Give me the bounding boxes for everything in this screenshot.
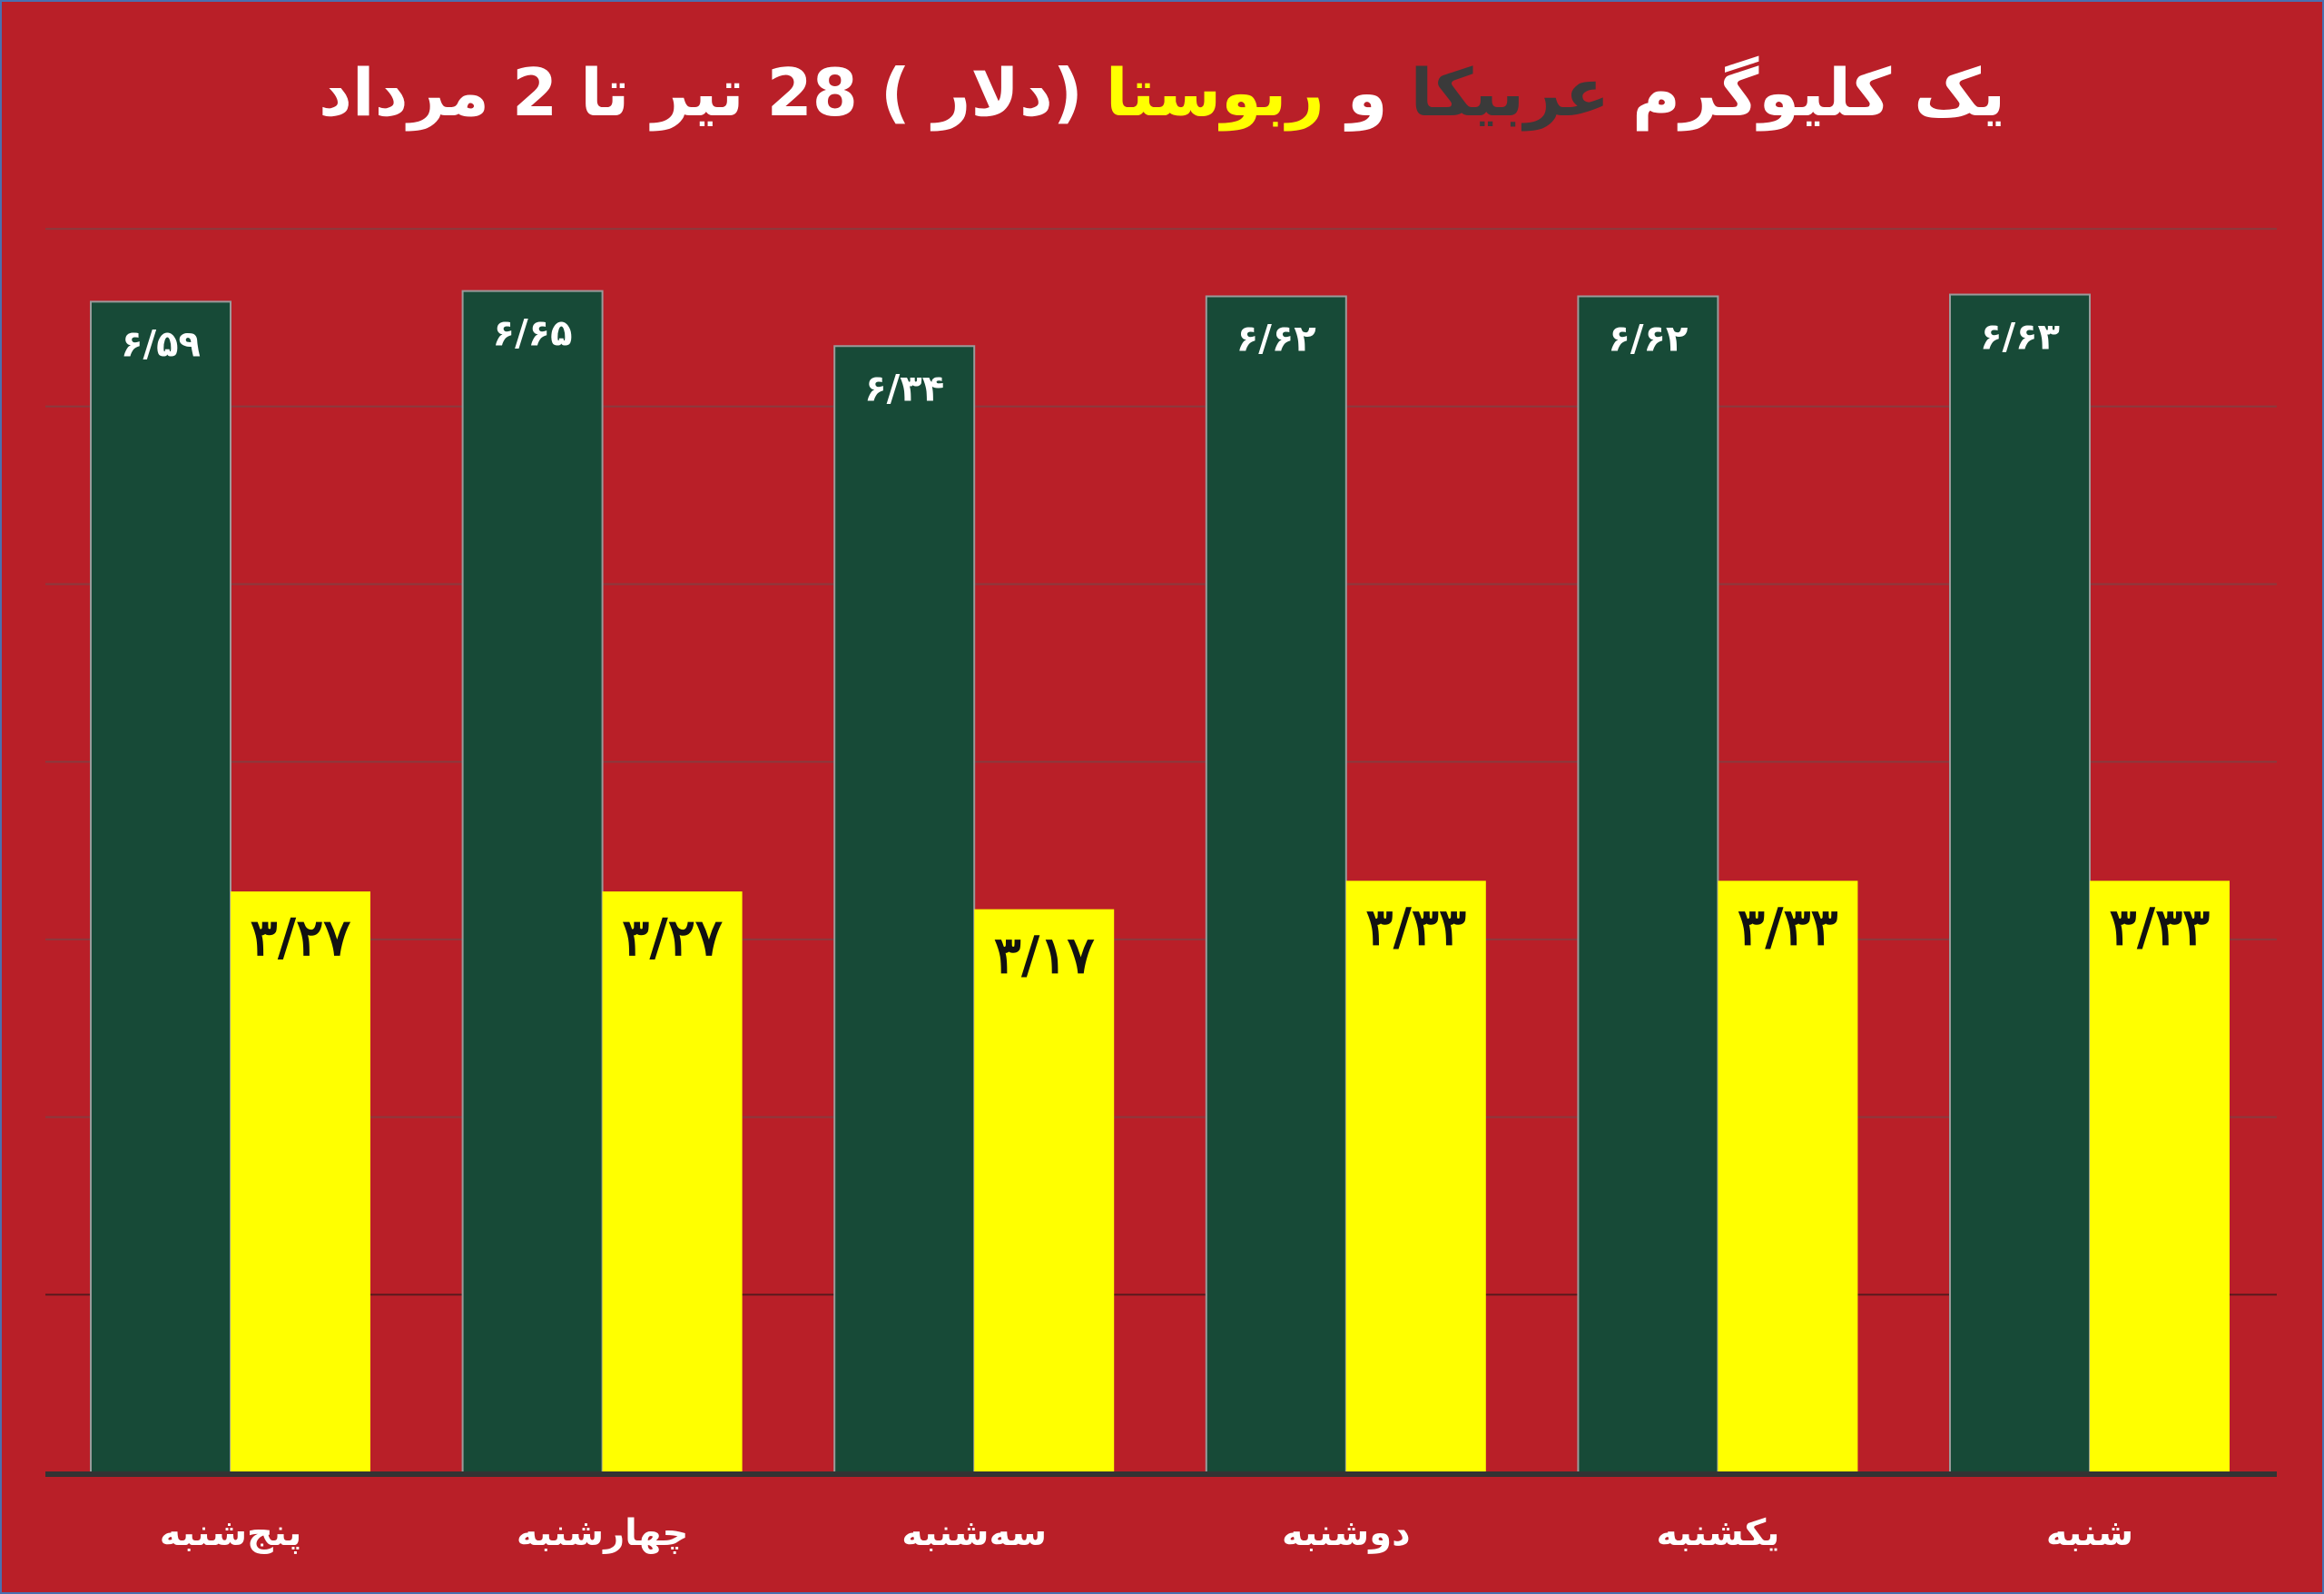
data-label-robusta: ۳/۳۳: [1738, 897, 1838, 957]
category-label: چهارشنبه: [517, 1512, 689, 1554]
chart-title: یک کلیوگرم عربیکا و ربوستا (دلار ) 28 تی…: [0, 54, 2324, 131]
data-label-robusta: ۳/۲۷: [251, 908, 351, 968]
bar-arabica: [1205, 295, 1347, 1474]
data-label-arabica: ۶/۳۴: [864, 368, 944, 409]
data-label-arabica: ۶/۵۹: [121, 323, 201, 365]
title-robusta: ربوستا: [1105, 54, 1324, 131]
data-label-arabica: ۶/۶۲: [1236, 318, 1316, 359]
title-part-3: (دلار ) 28 تیر تا 2 مرداد: [318, 54, 1106, 131]
category-label: شنبه: [2046, 1512, 2133, 1554]
data-label-robusta: ۳/۱۷: [994, 926, 1095, 986]
data-label-arabica: ۶/۶۳: [1980, 317, 2060, 359]
title-arabica: عربیکا: [1410, 54, 1610, 131]
bar-robusta: [1345, 881, 1486, 1472]
data-label-robusta: ۳/۳۳: [1365, 897, 1466, 957]
category-label: سه‌شنبه: [901, 1512, 1047, 1554]
category-label: پنج‌شنبه: [160, 1512, 301, 1554]
data-label-robusta: ۳/۳۳: [2110, 897, 2211, 957]
bars: [90, 290, 2230, 1474]
data-labels: ۶/۵۹ ۳/۲۷ ۶/۶۵ ۳/۲۷ ۶/۳۴ ۳/۱۷ ۶/۶۲ ۳/۳۳ ۶/۶۲ ۳/۳۳…: [121, 313, 2210, 986]
bar-robusta: [2090, 881, 2230, 1472]
gridlines: [45, 228, 2277, 1296]
data-label-arabica: ۶/۶۵: [493, 313, 573, 355]
bar-arabica: [1949, 293, 2091, 1473]
title-part-1: یک کلیوگرم: [1609, 54, 2006, 131]
title-part-2: و: [1324, 54, 1411, 131]
bar-arabica: [833, 345, 976, 1474]
bar-robusta: [231, 891, 370, 1472]
bar-robusta: [1718, 881, 1858, 1472]
bar-robusta: [602, 891, 743, 1472]
category-labels: پنج‌شنبه چهارشنبه سه‌شنبه دوشنبه یکشنبه شنبه: [160, 1512, 2133, 1554]
category-label: دوشنبه: [1282, 1512, 1411, 1554]
bar-arabica: [1577, 295, 1719, 1474]
category-label: یکشنبه: [1656, 1512, 1779, 1554]
bar-arabica: [90, 300, 231, 1473]
bar-arabica: [461, 290, 604, 1474]
bar-robusta: [974, 909, 1115, 1472]
data-label-robusta: ۳/۲۷: [622, 908, 723, 968]
data-label-arabica: ۶/۶۲: [1608, 318, 1688, 359]
